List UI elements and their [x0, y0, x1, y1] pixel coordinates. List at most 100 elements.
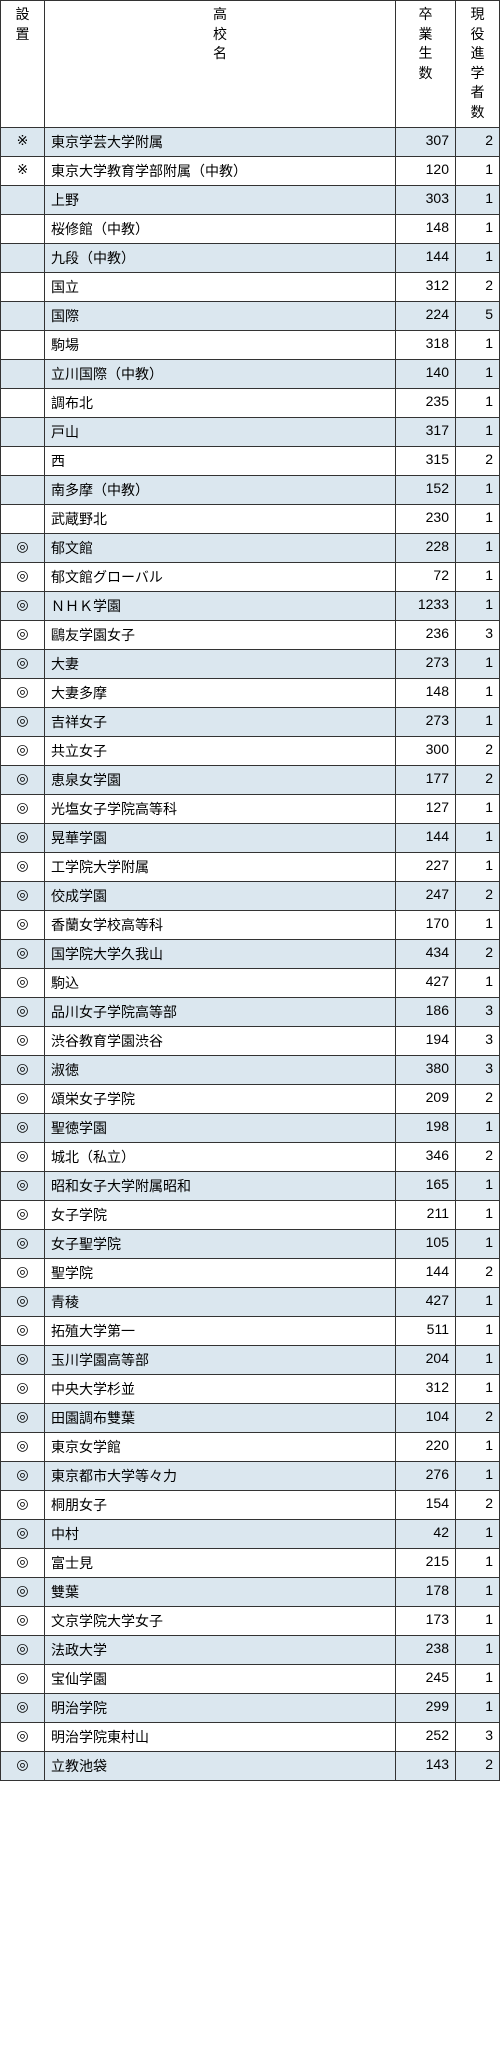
cell-graduates: 252: [396, 1722, 456, 1751]
cell-advancers: 1: [456, 214, 500, 243]
cell-school-name: 拓殖大学第一: [45, 1316, 396, 1345]
cell-advancers: 2: [456, 765, 500, 794]
cell-school-name: 法政大学: [45, 1635, 396, 1664]
cell-graduates: 380: [396, 1055, 456, 1084]
header-graduates: 卒業生数: [396, 1, 456, 128]
cell-graduates: 427: [396, 968, 456, 997]
cell-mark: ◎: [1, 591, 45, 620]
cell-school-name: 中央大学杉並: [45, 1374, 396, 1403]
table-row: ◎光塩女子学院高等科1271: [1, 794, 500, 823]
cell-graduates: 346: [396, 1142, 456, 1171]
cell-graduates: 140: [396, 359, 456, 388]
cell-school-name: 桜修館（中教）: [45, 214, 396, 243]
cell-graduates: 120: [396, 156, 456, 185]
cell-mark: ◎: [1, 1374, 45, 1403]
cell-school-name: 晃華学園: [45, 823, 396, 852]
cell-advancers: 2: [456, 1258, 500, 1287]
cell-graduates: 72: [396, 562, 456, 591]
table-row: ※東京大学教育学部附属（中教）1201: [1, 156, 500, 185]
cell-mark: ◎: [1, 968, 45, 997]
table-row: ◎女子聖学院1051: [1, 1229, 500, 1258]
table-row: ◎昭和女子大学附属昭和1651: [1, 1171, 500, 1200]
cell-graduates: 238: [396, 1635, 456, 1664]
cell-advancers: 1: [456, 417, 500, 446]
cell-mark: [1, 359, 45, 388]
cell-graduates: 198: [396, 1113, 456, 1142]
table-row: 国立3122: [1, 272, 500, 301]
cell-school-name: 立教池袋: [45, 1751, 396, 1780]
cell-mark: ◎: [1, 649, 45, 678]
cell-advancers: 1: [456, 852, 500, 881]
cell-advancers: 2: [456, 736, 500, 765]
cell-advancers: 1: [456, 678, 500, 707]
cell-school-name: 国際: [45, 301, 396, 330]
cell-school-name: 西: [45, 446, 396, 475]
cell-graduates: 228: [396, 533, 456, 562]
cell-graduates: 299: [396, 1693, 456, 1722]
header-school-name: 高校名: [45, 1, 396, 128]
cell-mark: [1, 417, 45, 446]
cell-school-name: 吉祥女子: [45, 707, 396, 736]
cell-advancers: 2: [456, 1751, 500, 1780]
header-advancers: 現役進学者数: [456, 1, 500, 128]
cell-advancers: 1: [456, 1200, 500, 1229]
cell-mark: [1, 446, 45, 475]
cell-graduates: 312: [396, 1374, 456, 1403]
cell-advancers: 1: [456, 185, 500, 214]
cell-advancers: 1: [456, 1287, 500, 1316]
header-setchi: 設置: [1, 1, 45, 128]
cell-graduates: 227: [396, 852, 456, 881]
table-row: ◎青稜4271: [1, 1287, 500, 1316]
table-row: ◎晃華学園1441: [1, 823, 500, 852]
table-row: ◎ＮＨＫ学園12331: [1, 591, 500, 620]
cell-school-name: 佼成学園: [45, 881, 396, 910]
cell-mark: ◎: [1, 678, 45, 707]
cell-advancers: 3: [456, 620, 500, 649]
cell-advancers: 1: [456, 1635, 500, 1664]
cell-mark: ◎: [1, 1229, 45, 1258]
cell-advancers: 1: [456, 794, 500, 823]
table-row: ◎頌栄女子学院2092: [1, 1084, 500, 1113]
cell-school-name: 宝仙学園: [45, 1664, 396, 1693]
cell-graduates: 173: [396, 1606, 456, 1635]
cell-advancers: 1: [456, 1693, 500, 1722]
header-row: 設置 高校名 卒業生数 現役進学者数: [1, 1, 500, 128]
cell-mark: ◎: [1, 794, 45, 823]
table-row: ◎富士見2151: [1, 1548, 500, 1577]
table-row: ◎郁文館2281: [1, 533, 500, 562]
cell-graduates: 127: [396, 794, 456, 823]
cell-school-name: 聖徳学園: [45, 1113, 396, 1142]
table-row: ◎大妻多摩1481: [1, 678, 500, 707]
cell-mark: ◎: [1, 765, 45, 794]
cell-advancers: 1: [456, 1548, 500, 1577]
cell-advancers: 2: [456, 1084, 500, 1113]
cell-advancers: 1: [456, 388, 500, 417]
cell-graduates: 307: [396, 127, 456, 156]
cell-school-name: 昭和女子大学附属昭和: [45, 1171, 396, 1200]
table-row: ◎香蘭女学校高等科1701: [1, 910, 500, 939]
cell-graduates: 220: [396, 1432, 456, 1461]
cell-school-name: 桐朋女子: [45, 1490, 396, 1519]
table-row: ◎明治学院東村山2523: [1, 1722, 500, 1751]
cell-mark: [1, 272, 45, 301]
cell-graduates: 144: [396, 1258, 456, 1287]
cell-mark: ◎: [1, 1635, 45, 1664]
cell-advancers: 1: [456, 330, 500, 359]
cell-mark: ◎: [1, 707, 45, 736]
cell-advancers: 1: [456, 1606, 500, 1635]
cell-graduates: 276: [396, 1461, 456, 1490]
cell-graduates: 273: [396, 707, 456, 736]
cell-mark: ◎: [1, 1519, 45, 1548]
cell-mark: ※: [1, 156, 45, 185]
cell-mark: ◎: [1, 1577, 45, 1606]
cell-mark: [1, 504, 45, 533]
cell-advancers: 1: [456, 475, 500, 504]
cell-school-name: 立川国際（中教）: [45, 359, 396, 388]
cell-school-name: 戸山: [45, 417, 396, 446]
cell-school-name: 中村: [45, 1519, 396, 1548]
cell-mark: ◎: [1, 1606, 45, 1635]
cell-graduates: 273: [396, 649, 456, 678]
table-row: ◎中央大学杉並3121: [1, 1374, 500, 1403]
table-row: ◎宝仙学園2451: [1, 1664, 500, 1693]
table-row: ◎城北（私立）3462: [1, 1142, 500, 1171]
